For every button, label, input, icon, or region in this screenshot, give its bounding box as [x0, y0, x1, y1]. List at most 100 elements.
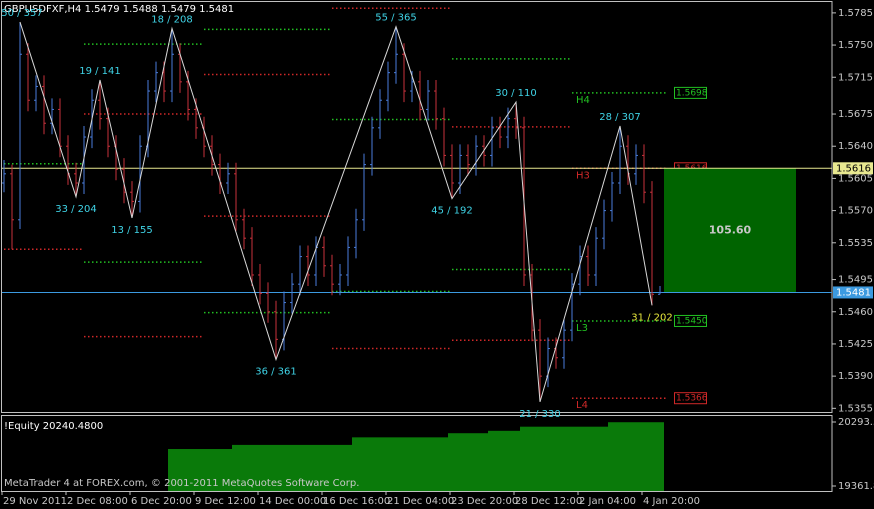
equity-bar	[432, 437, 440, 491]
range-box	[664, 168, 796, 293]
equity-bar	[216, 449, 224, 491]
zigzag-label: 36 / 361	[255, 367, 297, 378]
x-tick-label: 16 Dec 16:00	[323, 496, 390, 507]
y-tick-label: 1.5605	[838, 173, 873, 184]
price-line-box	[833, 286, 873, 299]
pivot-level-value: 1.5366	[676, 394, 708, 404]
equity-bar	[288, 444, 296, 491]
zigzag-label: 28 / 307	[599, 112, 641, 123]
equity-bar	[416, 437, 424, 491]
y-tick-label: 1.5460	[838, 307, 873, 318]
equity-bar	[424, 437, 432, 491]
x-tick-label: 21 Dec 04:00	[387, 496, 454, 507]
y-tick-label: 1.5570	[838, 206, 873, 217]
x-tick-label: 2 Dec 08:00	[67, 496, 128, 507]
y-tick-label: 1.5785	[838, 8, 873, 19]
equity-bar	[592, 426, 600, 491]
equity-bar	[184, 449, 192, 491]
range-box-label: 105.60	[709, 223, 752, 236]
equity-bar	[176, 449, 184, 491]
equity-bar	[232, 444, 240, 491]
zigzag-label: 13 / 155	[111, 225, 153, 236]
y-tick-label: 1.5640	[838, 141, 873, 152]
pivot-level-name: L3	[576, 323, 588, 334]
equity-bar	[496, 430, 504, 491]
equity-bar	[544, 426, 552, 491]
equity-title: !Equity 20240.4800	[4, 421, 103, 432]
equity-bar	[328, 444, 336, 491]
equity-bar	[448, 433, 456, 491]
equity-bar	[520, 426, 528, 491]
equity-bar	[624, 422, 632, 491]
x-tick-label: 6 Dec 20:00	[131, 496, 192, 507]
equity-bar	[568, 426, 576, 491]
pivot-level-box	[674, 392, 707, 405]
equity-bar	[528, 426, 536, 491]
pivot-level-box	[674, 86, 707, 99]
equity-frame	[1, 415, 833, 492]
zigzag-label: 30 / 110	[495, 88, 537, 99]
equity-bar	[472, 433, 480, 491]
footer: MetaTrader 4 at FOREX.com, © 2001-2011 M…	[4, 478, 359, 489]
pivot-level-box	[674, 314, 707, 327]
equity-bar	[584, 426, 592, 491]
equity-bar	[368, 437, 376, 491]
equity-bar	[648, 422, 656, 491]
equity-bar	[552, 426, 560, 491]
equity-bar	[376, 437, 384, 491]
pivot-level-name: H3	[576, 170, 590, 181]
y-tick-label: 20293.3	[838, 417, 874, 428]
pivot-level-name: L4	[576, 400, 588, 411]
y-tick-label: 1.5715	[838, 72, 873, 83]
zigzag-label: 21 / 330	[519, 409, 561, 420]
pivot-level-name: H4	[576, 95, 590, 106]
equity-bar	[600, 426, 608, 491]
equity-bar	[616, 422, 624, 491]
x-tick-label: 9 Dec 12:00	[195, 496, 256, 507]
y-tick-label: 1.5390	[838, 371, 873, 382]
equity-bar	[440, 437, 448, 491]
x-tick-label: 29 Nov 2011	[3, 496, 67, 507]
zigzag-label: 31 / 202	[631, 312, 673, 323]
y-tick-label: 19361.81	[838, 481, 874, 492]
equity-bar	[576, 426, 584, 491]
pivot-level-value: 1.5450	[676, 316, 708, 326]
zigzag-line	[19, 21, 653, 403]
equity-bar	[384, 437, 392, 491]
equity-bar	[272, 444, 280, 491]
y-tick-label: 1.5535	[838, 238, 873, 249]
equity-bar	[512, 430, 520, 491]
equity-bar	[608, 422, 616, 491]
equity-bar	[312, 444, 320, 491]
zigzag-label: 55 / 365	[375, 13, 417, 24]
equity-bar	[656, 422, 664, 491]
y-tick-label: 1.5495	[838, 275, 873, 286]
equity-bar	[200, 449, 208, 491]
equity-bar	[400, 437, 408, 491]
equity-bar	[248, 444, 256, 491]
zigzag-label: 45 / 192	[431, 206, 473, 217]
equity-bar	[640, 422, 648, 491]
y-tick-label: 1.5355	[838, 403, 873, 414]
zigzag-label: 50 / 357	[1, 8, 43, 19]
equity-bar	[192, 449, 200, 491]
equity-bar	[408, 437, 416, 491]
equity-bar	[344, 444, 352, 491]
chart-title: GBPUSDFXF,H4 1.5479 1.5488 1.5479 1.5481	[4, 4, 234, 15]
equity-bar	[536, 426, 544, 491]
equity-bar	[264, 444, 272, 491]
pivot-level-value: 1.5698	[676, 88, 708, 98]
equity-bar	[256, 444, 264, 491]
equity-bar	[320, 444, 328, 491]
main-frame	[1, 1, 833, 413]
equity-bar	[296, 444, 304, 491]
x-tick-label: 23 Dec 20:00	[451, 496, 518, 507]
equity-bar	[464, 433, 472, 491]
zigzag-label: 33 / 204	[55, 204, 97, 215]
x-tick-label: 4 Jan 20:00	[643, 496, 700, 507]
equity-bar	[632, 422, 640, 491]
y-tick-label: 1.5750	[838, 40, 873, 51]
equity-bar	[168, 449, 176, 491]
